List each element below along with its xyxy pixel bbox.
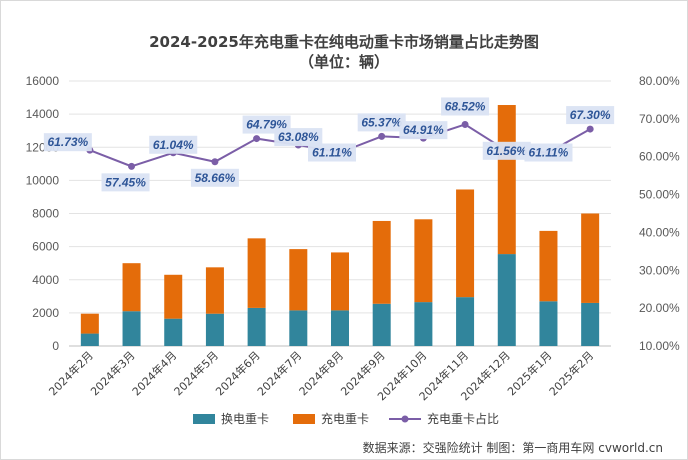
bars (80, 105, 600, 346)
ratio-point (586, 125, 594, 133)
data-label: 57.45% (105, 175, 146, 189)
y-left-tick-label: 14000 (26, 107, 60, 121)
data-label: 64.91% (403, 123, 444, 137)
y-right-tick-label: 50.00% (639, 188, 680, 202)
data-label: 58.66% (195, 171, 236, 185)
y-left-tick-label: 16000 (26, 74, 60, 88)
bar-charging (164, 274, 183, 319)
data-label-box (441, 97, 490, 116)
chart-subtitle: （单位：辆） (299, 53, 389, 71)
bar-charging (456, 189, 475, 298)
ratio-point (378, 132, 386, 140)
y-right-tick-label: 20.00% (639, 301, 680, 315)
y-left-tick-label: 4000 (32, 273, 59, 287)
y-right-tick-label: 40.00% (639, 225, 680, 239)
y-right-tick-label: 60.00% (639, 150, 680, 164)
legend-label: 充电重卡 (321, 411, 369, 426)
data-label-box (274, 128, 323, 147)
data-label-box (357, 113, 406, 132)
ratio-point (128, 162, 136, 170)
legend-swatch-charging (293, 414, 315, 424)
bar-battery-swap (581, 302, 600, 346)
bar-charging (205, 267, 224, 314)
data-label-box (399, 121, 448, 140)
data-label-box (524, 143, 573, 162)
bar-battery-swap (289, 310, 308, 346)
y-left-tick-label: 2000 (32, 306, 59, 320)
y-right-tick-label: 70.00% (639, 112, 680, 126)
data-labels: 61.73%57.45%61.04%58.66%64.79%63.08%61.1… (43, 97, 615, 192)
y-right-tick-label: 80.00% (639, 74, 680, 88)
data-label-box (308, 143, 356, 162)
data-label: 61.56% (486, 144, 527, 158)
bar-charging (539, 230, 558, 302)
y-right-tick-label: 30.00% (639, 263, 680, 277)
bar-battery-swap (372, 303, 391, 346)
ratio-point (461, 120, 469, 128)
y-left-tick-label: 8000 (32, 207, 59, 221)
bar-charging (80, 313, 99, 334)
bar-charging (414, 219, 433, 303)
data-label: 68.52% (445, 99, 486, 113)
data-label: 65.37% (361, 115, 402, 129)
data-label-box (101, 173, 150, 192)
chart-title: 2024-2025年充电重卡在纯电动重卡市场销量占比走势图 (149, 33, 539, 51)
right-y-axis: 10.00% 20.00% 30.00% 40.00% 50.00% 60.00% 70.0… (639, 74, 680, 353)
x-tick-label: 2025年2月 (546, 348, 596, 398)
legend-label: 充电重卡占比 (427, 411, 499, 426)
y-left-tick-label: 6000 (32, 240, 59, 254)
ratio-point (253, 135, 261, 143)
bar-battery-swap (164, 318, 183, 346)
bar-battery-swap (331, 310, 349, 346)
data-label-box (482, 141, 531, 160)
ratio-point (211, 158, 219, 166)
legend: 换电重卡 充电重卡 充电重卡占比 (193, 411, 499, 426)
y-left-tick-label: 0 (52, 339, 59, 353)
bar-charging (581, 213, 600, 303)
data-label: 61.11% (312, 146, 352, 160)
bar-battery-swap (539, 301, 558, 346)
data-label: 67.30% (570, 108, 611, 122)
legend-marker-ratio (401, 415, 409, 423)
bar-charging (372, 220, 391, 304)
bar-charging (247, 238, 266, 308)
legend-label: 换电重卡 (221, 412, 269, 426)
bar-charging (289, 249, 308, 311)
data-label-box (190, 168, 239, 187)
y-right-tick-label: 10.00% (639, 339, 680, 353)
bar-charging (122, 263, 141, 312)
bar-battery-swap (414, 302, 433, 346)
y-left-tick-label: 10000 (26, 173, 60, 187)
bar-battery-swap (122, 311, 141, 346)
bar-charging (331, 252, 349, 311)
data-label: 61.73% (47, 135, 88, 149)
x-axis: 2024年2月2024年3月2024年4月2024年5月2024年6月2024年… (46, 348, 597, 403)
bar-battery-swap (80, 333, 99, 346)
source-note: 数据来源：交强险统计 制图：第一商用车网 cvworld.cn (363, 440, 663, 455)
data-label-box (43, 133, 92, 152)
bar-charging (497, 105, 516, 255)
data-label: 61.11% (529, 146, 569, 160)
data-label-box (149, 135, 198, 154)
data-label: 61.04% (153, 138, 194, 152)
bar-battery-swap (205, 313, 224, 346)
data-label-box (566, 106, 615, 125)
bar-battery-swap (247, 307, 266, 346)
bar-battery-swap (456, 297, 475, 346)
bar-battery-swap (497, 254, 516, 346)
legend-swatch-battery-swap (193, 414, 215, 424)
data-label: 63.08% (278, 130, 319, 144)
